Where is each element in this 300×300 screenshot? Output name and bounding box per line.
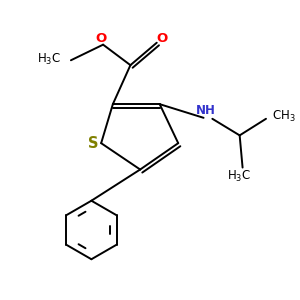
Text: S: S [88, 136, 98, 151]
Text: O: O [156, 32, 167, 45]
Text: O: O [95, 32, 107, 45]
Text: H$_3$C: H$_3$C [226, 169, 251, 184]
Text: H$_3$C: H$_3$C [37, 52, 61, 67]
Text: NH: NH [196, 104, 215, 118]
Text: CH$_3$: CH$_3$ [272, 109, 296, 124]
